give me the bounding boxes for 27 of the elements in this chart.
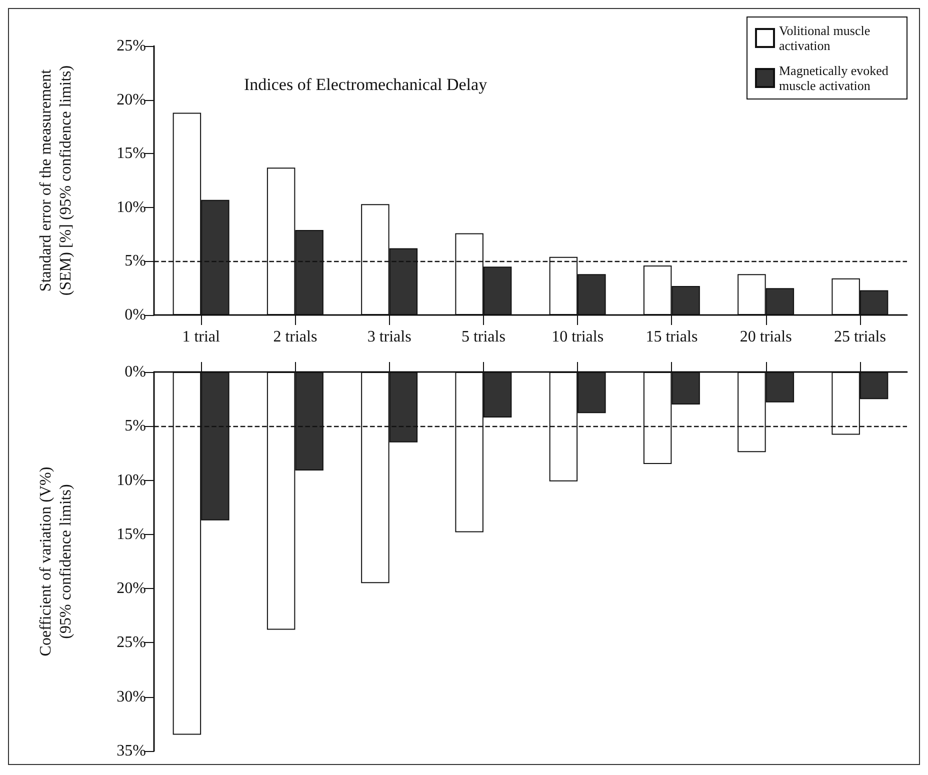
legend-label: Volitional muscle activation — [779, 23, 874, 53]
y-tick-label: 5% — [124, 418, 146, 435]
y-tick-label: 10% — [116, 472, 146, 489]
y-tick-label: 0% — [124, 306, 146, 324]
legend-label: Magnetically evoked muscle activation — [779, 63, 892, 93]
y-tick-label: 25% — [116, 634, 146, 652]
y-tick-label: 35% — [116, 742, 146, 760]
y-axis-title: Coefficient of variation (V%) (95% confidence limits) — [38, 466, 74, 656]
y-tick-label: 30% — [116, 688, 146, 706]
x-tick-label: 15 trials — [646, 328, 698, 346]
y-tick-label: 10% — [116, 198, 146, 216]
x-tick-label: 2 trials — [273, 328, 318, 346]
y-tick-label: 15% — [116, 145, 146, 162]
x-tick-label: 25 trials — [834, 328, 886, 346]
y-tick-label: 20% — [116, 91, 146, 108]
y-tick-label: 15% — [116, 526, 146, 543]
y-tick-label: 25% — [116, 38, 146, 54]
x-tick-label: 20 trials — [740, 328, 792, 346]
y-tick-label: 0% — [124, 364, 146, 380]
text: Indices of Electromechanical Delay — [244, 75, 488, 94]
y-tick-label: 20% — [116, 580, 146, 598]
y-tick-label: 5% — [124, 252, 146, 270]
x-tick-label: 1 trial — [182, 328, 220, 346]
y-axis-title: Standard error of the measurement (SEM) [%] (95% confidence limits) — [38, 65, 74, 296]
x-tick-label: 10 trials — [552, 328, 604, 346]
x-tick-label: 5 trials — [461, 328, 506, 346]
x-tick-label: 3 trials — [367, 328, 412, 346]
